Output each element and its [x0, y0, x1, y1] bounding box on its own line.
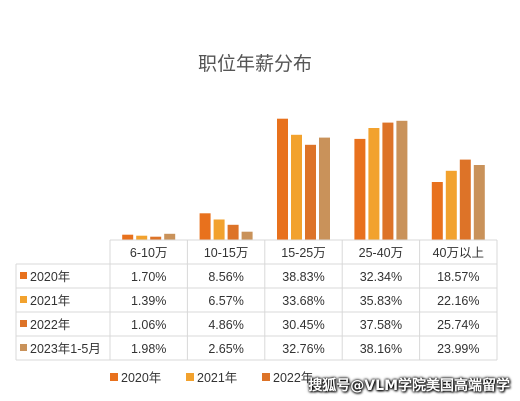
bar-1-1 [213, 219, 225, 240]
bar-4-1 [445, 170, 457, 241]
data-label: 18.57% [437, 270, 479, 284]
bar-1-0 [199, 213, 211, 241]
category-label: 6-10万 [130, 246, 168, 260]
data-label: 4.86% [208, 318, 243, 332]
data-label: 32.76% [282, 342, 324, 356]
series-name: 2020年 [30, 270, 70, 284]
bar-3-0 [354, 138, 366, 240]
bar-2-1 [291, 134, 302, 241]
watermark-text: 搜狐号@VLM学院美国高端留学 [308, 378, 510, 394]
legend-label: 2020年 [121, 371, 161, 385]
bar-4-2 [459, 159, 471, 240]
row-legend-key [20, 320, 27, 327]
legend-swatch [186, 373, 194, 381]
data-label: 1.06% [131, 318, 166, 332]
bar-0-0 [122, 234, 134, 240]
bar-4-0 [431, 182, 443, 240]
data-label: 30.45% [282, 318, 324, 332]
data-table: 6-10万 10-15万 15-25万 25-40万 40万以上 2020年 1.70% 8.… [15, 239, 498, 361]
data-label: 32.34% [360, 270, 402, 284]
data-label: 1.98% [131, 342, 166, 356]
data-label: 25.74% [437, 318, 479, 332]
bar-1-2 [227, 224, 239, 240]
series-name: 2023年1-5月 [30, 342, 101, 356]
data-label: 8.56% [208, 270, 243, 284]
legend-label: 2022年 [273, 371, 313, 385]
legend-swatch [262, 373, 270, 381]
bar-1-3 [241, 231, 253, 240]
bar-3-3 [396, 120, 408, 241]
legend-swatch [110, 373, 118, 381]
data-label: 2.65% [208, 342, 243, 356]
bar-2-3 [319, 137, 330, 240]
data-label: 6.57% [208, 294, 243, 308]
legend-label: 2021年 [197, 371, 237, 385]
data-label: 37.58% [360, 318, 402, 332]
bar-0-3 [164, 233, 176, 240]
data-label: 38.16% [360, 342, 402, 356]
bar-0-1 [136, 235, 148, 240]
row-legend-key [20, 296, 27, 303]
category-label: 15-25万 [281, 246, 325, 260]
data-label: 38.83% [282, 270, 324, 284]
chart-title: 职位年薪分布 [198, 53, 312, 75]
data-label: 1.70% [131, 270, 166, 284]
bar-0-2 [150, 236, 162, 240]
bar-3-2 [382, 122, 394, 240]
category-label: 10-15万 [204, 246, 248, 260]
bar-3-1 [368, 128, 380, 240]
row-legend-key [20, 272, 27, 279]
bar-2-2 [305, 144, 316, 240]
legend: 2020年 2021年 2022年 [110, 371, 313, 385]
series-name: 2021年 [30, 294, 70, 308]
data-label: 1.39% [131, 294, 166, 308]
bars-layer [122, 118, 485, 241]
bar-4-3 [473, 165, 485, 240]
data-label: 35.83% [360, 294, 402, 308]
data-label: 22.16% [437, 294, 479, 308]
data-label: 33.68% [282, 294, 324, 308]
category-label: 25-40万 [359, 246, 403, 260]
bar-2-0 [277, 118, 288, 240]
series-name: 2022年 [30, 318, 70, 332]
category-label: 40万以上 [433, 246, 484, 260]
data-label: 23.99% [437, 342, 479, 356]
row-legend-key [20, 344, 27, 351]
